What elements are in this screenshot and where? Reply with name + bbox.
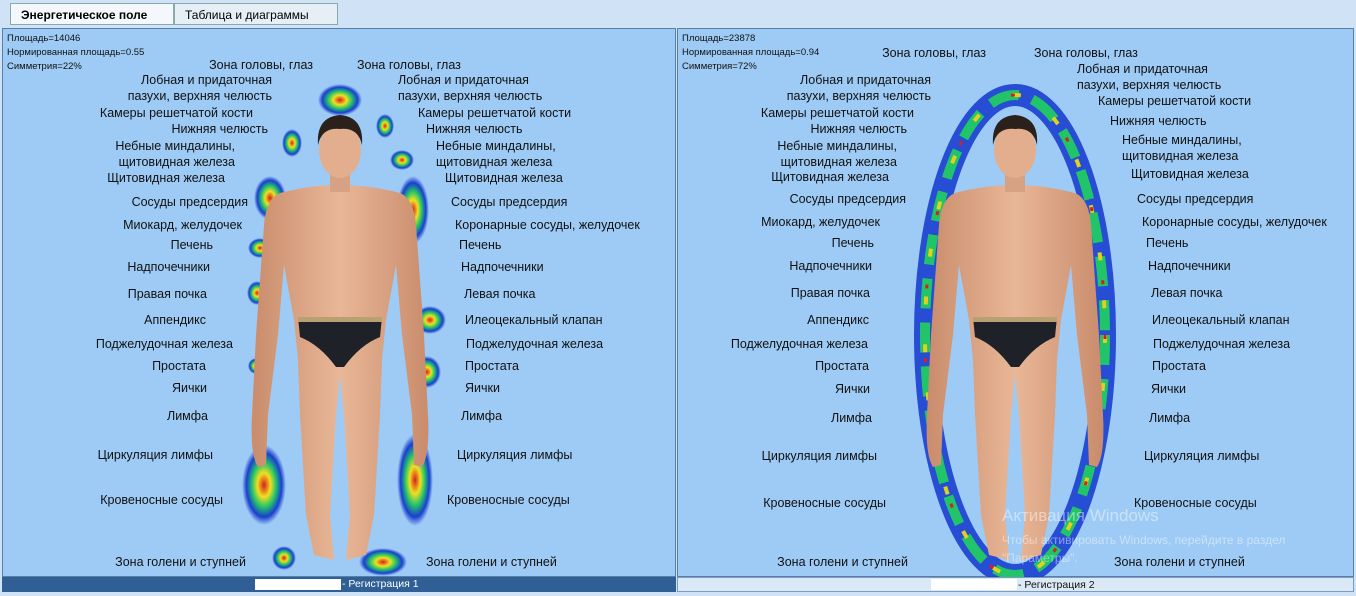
- zone-label: Циркуляция лимфы: [457, 448, 573, 462]
- zone-label: Зона голени и ступней: [777, 555, 908, 569]
- zone-label: Небные миндалины, щитовидная железа: [777, 139, 897, 169]
- zone-label: Кровеносные сосуды: [447, 493, 570, 507]
- zone-label: Зона головы, глаз: [1034, 46, 1138, 60]
- footer-text: - Регистрация 1: [342, 578, 419, 590]
- zone-label: Лобная и придаточная пазухи, верхняя чел…: [786, 73, 931, 103]
- zone-label: Сосуды предсердия: [1137, 192, 1254, 206]
- zone-label: Циркуляция лимфы: [1144, 449, 1260, 463]
- zone-label: Простата: [1152, 359, 1206, 373]
- zone-label: Кровеносные сосуды: [100, 493, 223, 507]
- zone-label: Простата: [815, 359, 869, 373]
- zone-label: Зона головы, глаз: [882, 46, 986, 60]
- zone-label: Нижняя челюсть: [426, 122, 523, 136]
- zone-label: Коронарные сосуды, желудочек: [1142, 215, 1327, 229]
- zone-label: Зона головы, глаз: [357, 58, 461, 72]
- tab[interactable]: Таблица и диаграммы: [174, 3, 338, 25]
- zone-label: Лимфа: [830, 411, 872, 425]
- zone-label: Зона голени и ступней: [1114, 555, 1245, 569]
- zone-label: Поджелудочная железа: [95, 337, 233, 351]
- zone-label: Камеры решетчатой кости: [418, 106, 572, 120]
- zone-label: Аппендикс: [144, 313, 206, 327]
- zone-label: Циркуляция лимфы: [97, 448, 213, 462]
- watermark-title: Активация Windows: [1002, 506, 1159, 525]
- zone-label: Лобная и придаточная пазухи, верхняя чел…: [1077, 62, 1222, 92]
- zone-label: Поджелудочная железа: [730, 337, 868, 351]
- zone-label: Сосуды предсердия: [451, 195, 568, 209]
- zone-label: Камеры решетчатой кости: [99, 106, 253, 120]
- zone-label: Нижняя челюсть: [171, 122, 269, 136]
- zone-label: Простата: [152, 359, 206, 373]
- zone-label: Миокард, желудочек: [123, 218, 242, 232]
- stat-line: Площадь=14046: [7, 33, 81, 44]
- zone-label: Лимфа: [1149, 411, 1191, 425]
- zone-label: Нижняя челюсть: [1110, 114, 1207, 128]
- zone-label: Щитовидная железа: [1131, 167, 1249, 181]
- stat-line: Нормированная площадь=0.55: [7, 47, 145, 58]
- zone-label: Лобная и придаточная пазухи, верхняя чел…: [398, 73, 543, 103]
- zone-label: Щитовидная железа: [771, 170, 889, 184]
- zone-label: Небные миндалины, щитовидная железа: [436, 139, 556, 169]
- zone-label: Циркуляция лимфы: [761, 449, 877, 463]
- zone-label: Щитовидная железа: [107, 171, 225, 185]
- zone-label: Аппендикс: [807, 313, 869, 327]
- footer-bar: - Регистрация 2: [677, 577, 1354, 592]
- zone-label: Яички: [1151, 382, 1186, 396]
- zone-label: Зона головы, глаз: [209, 58, 313, 72]
- tab[interactable]: Энергетическое поле: [10, 3, 174, 25]
- zone-label: Надпочечники: [127, 260, 210, 274]
- zone-label: Нижняя челюсть: [810, 122, 908, 136]
- zone-label: Яички: [172, 381, 207, 395]
- zone-label: Миокард, желудочек: [761, 215, 880, 229]
- zone-label: Кровеносные сосуды: [763, 496, 886, 510]
- watermark-text: Чтобы активировать Windows, перейдите в …: [1002, 533, 1286, 565]
- zone-label: Небные миндалины, щитовидная железа: [115, 139, 235, 169]
- stat-line: Симметрия=22%: [7, 61, 82, 72]
- zone-label: Простата: [465, 359, 519, 373]
- zone-label: Левая почка: [1151, 286, 1223, 300]
- zone-label: Печень: [831, 236, 874, 250]
- stat-line: Площадь=23878: [682, 33, 756, 44]
- zone-label: Печень: [459, 238, 502, 252]
- zone-label: Правая почка: [790, 286, 870, 300]
- zone-label: Илеоцекальный клапан: [465, 313, 603, 327]
- zone-label: Яички: [465, 381, 500, 395]
- stat-line: Симметрия=72%: [682, 61, 757, 72]
- zone-label: Коронарные сосуды, желудочек: [455, 218, 640, 232]
- stat-line: Нормированная площадь=0.94: [682, 47, 820, 58]
- zone-label: Кровеносные сосуды: [1134, 496, 1257, 510]
- zone-label: Лобная и придаточная пазухи, верхняя чел…: [127, 73, 272, 103]
- zone-label: Печень: [170, 238, 213, 252]
- zone-label: Лимфа: [166, 409, 208, 423]
- zone-label: Поджелудочная железа: [1153, 337, 1291, 351]
- zone-label: Поджелудочная железа: [466, 337, 604, 351]
- zone-label: Илеоцекальный клапан: [1152, 313, 1290, 327]
- zone-label: Надпочечники: [461, 260, 544, 274]
- zone-label: Печень: [1146, 236, 1189, 250]
- zone-label: Камеры решетчатой кости: [1098, 94, 1252, 108]
- zone-label: Зона голени и ступней: [115, 555, 246, 569]
- zone-label: Надпочечники: [1148, 259, 1231, 273]
- footer-text: - Регистрация 2: [1018, 579, 1095, 591]
- name-field: [255, 579, 341, 590]
- zone-label: Правая почка: [127, 287, 207, 301]
- zone-label: Левая почка: [464, 287, 536, 301]
- zone-label: Зона голени и ступней: [426, 555, 557, 569]
- name-field: [931, 579, 1017, 590]
- zone-label: Сосуды предсердия: [131, 195, 248, 209]
- zone-label: Лимфа: [461, 409, 503, 423]
- zone-label: Щитовидная железа: [445, 171, 563, 185]
- zone-label: Камеры решетчатой кости: [760, 106, 914, 120]
- zone-label: Небные миндалины, щитовидная железа: [1122, 133, 1242, 163]
- footer-bar: - Регистрация 1: [2, 577, 676, 592]
- zone-label: Надпочечники: [789, 259, 872, 273]
- zone-label: Яички: [835, 382, 870, 396]
- zone-label: Сосуды предсердия: [789, 192, 906, 206]
